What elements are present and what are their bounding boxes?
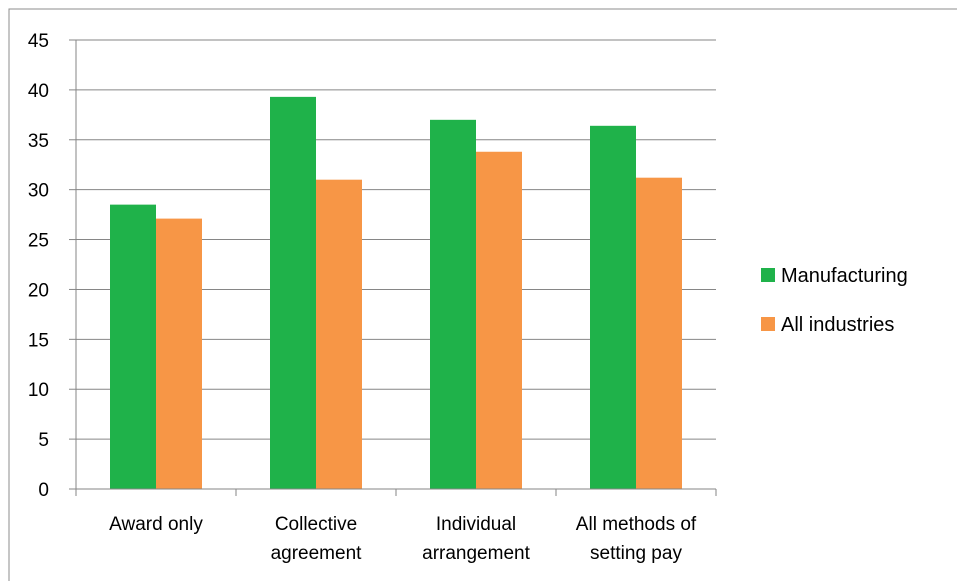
x-axis-tick-labels: Award only Collective agreement Individual a…: [109, 514, 697, 564]
bar-manufacturing: [270, 96, 316, 489]
y-tick-label: 5: [38, 430, 49, 451]
y-tick-label: 25: [28, 231, 49, 252]
bar-all-industries: [316, 179, 362, 489]
y-tick-label: 15: [28, 330, 49, 351]
y-tick-label: 30: [28, 181, 49, 202]
y-axis-tick-labels: 0 5 10 15 20 25 30 35 40 45: [28, 31, 49, 501]
x-tick-label: Award only: [109, 514, 203, 535]
x-tick-label: Individual arrangement: [422, 514, 530, 564]
bars: [110, 96, 682, 490]
legend: Manufacturing All industries: [761, 265, 908, 336]
legend-swatch: [761, 268, 775, 282]
bar-manufacturing: [590, 125, 636, 489]
y-tick-label: 35: [28, 131, 49, 152]
bar-all-industries: [476, 151, 522, 490]
x-tick-label: All methods of setting pay: [576, 514, 697, 564]
bar-manufacturing: [430, 119, 476, 490]
bar-all-industries: [156, 218, 202, 489]
y-tick-label: 0: [38, 480, 49, 501]
bar-manufacturing: [110, 204, 156, 489]
legend-label: All industries: [781, 314, 894, 336]
bar-all-industries: [636, 177, 682, 489]
legend-label: Manufacturing: [781, 265, 908, 287]
y-tick-label: 45: [28, 31, 49, 52]
y-tick-label: 20: [28, 280, 49, 301]
y-tick-label: 40: [28, 81, 49, 102]
legend-swatch: [761, 317, 775, 331]
x-tick-label: Collective agreement: [271, 514, 363, 564]
y-tick-label: 10: [28, 380, 49, 401]
axes: [75, 40, 717, 496]
